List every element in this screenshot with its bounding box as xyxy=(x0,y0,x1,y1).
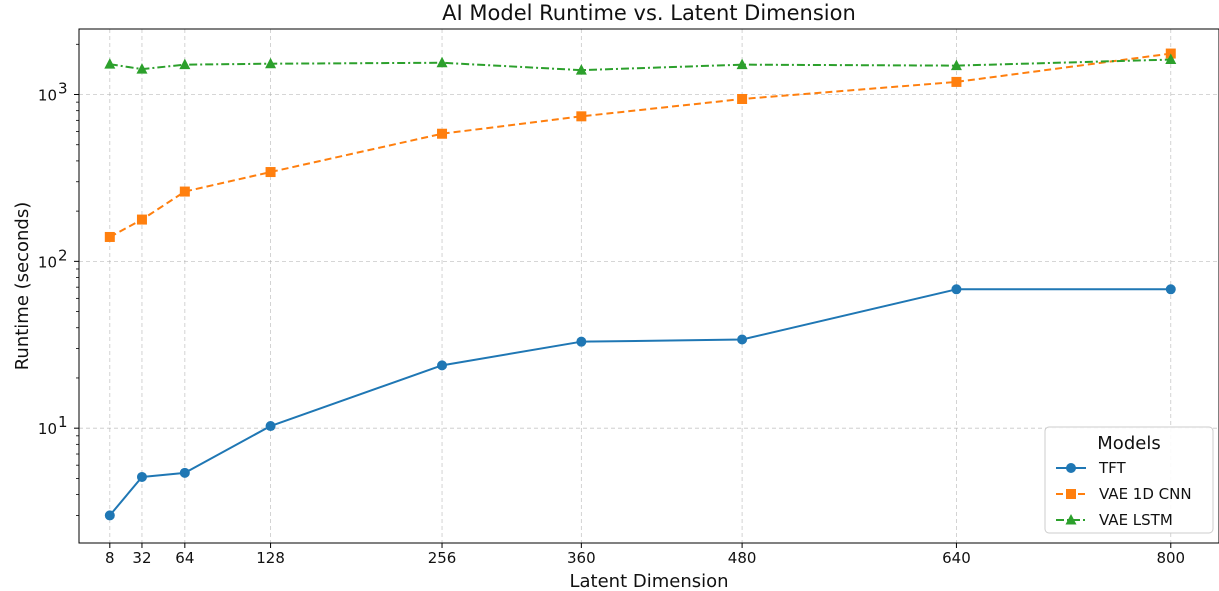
data-point xyxy=(951,76,962,87)
legend-marker xyxy=(1066,489,1076,499)
data-point xyxy=(104,231,115,242)
data-point xyxy=(951,284,962,295)
data-point xyxy=(1165,48,1176,59)
legend: Models TFT VAE 1D CNN VAE LSTM xyxy=(1044,426,1214,534)
data-point xyxy=(437,360,448,371)
data-point xyxy=(736,58,748,70)
data-point xyxy=(136,63,148,74)
series-layer xyxy=(104,48,1177,521)
series-line xyxy=(109,52,1171,238)
data-point xyxy=(265,421,276,432)
x-tick-label: 800 xyxy=(1156,549,1185,567)
data-point xyxy=(1165,53,1177,65)
x-axis-label: Latent Dimension xyxy=(569,571,728,591)
legend-label: TFT xyxy=(1098,459,1127,477)
data-point xyxy=(737,93,748,104)
data-point xyxy=(179,186,190,197)
y-tick-exponent: 3 xyxy=(58,80,68,98)
data-point xyxy=(265,167,276,178)
data-point xyxy=(737,334,748,345)
legend-item: TFT xyxy=(1056,459,1127,477)
data-point xyxy=(179,467,190,478)
legend-marker xyxy=(1065,514,1077,525)
legend-item: VAE LSTM xyxy=(1056,511,1173,529)
legend-title: Models xyxy=(1097,433,1160,454)
data-point xyxy=(437,128,448,139)
data-point xyxy=(576,336,587,347)
x-tick-label: 480 xyxy=(728,549,757,567)
legend-label: VAE LSTM xyxy=(1099,511,1173,529)
x-tick-label: 360 xyxy=(567,549,596,567)
legend-item: VAE 1D CNN xyxy=(1056,485,1192,503)
plot-frame xyxy=(78,28,1219,544)
data-point xyxy=(436,56,448,68)
data-point xyxy=(265,57,277,69)
legend-box xyxy=(1044,426,1214,534)
data-point xyxy=(950,59,962,71)
series-vae-1d-cnn xyxy=(104,48,1176,242)
x-tick-label: 128 xyxy=(256,549,285,567)
data-point xyxy=(179,58,191,70)
x-tick-label: 32 xyxy=(132,549,151,567)
y-tick-exponent: 2 xyxy=(58,246,68,264)
data-point xyxy=(104,510,115,521)
data-point xyxy=(104,58,116,69)
chart-title: AI Model Runtime vs. Latent Dimension xyxy=(442,1,856,25)
legend-marker xyxy=(1066,463,1076,473)
data-point xyxy=(136,214,147,225)
data-point xyxy=(576,111,587,122)
x-tick-label: 64 xyxy=(175,549,194,567)
x-tick-label: 8 xyxy=(105,549,115,567)
series-tft xyxy=(104,284,1176,521)
y-tick-label: 10 xyxy=(38,87,57,105)
series-vae-lstm xyxy=(104,53,1177,75)
legend-items: TFT VAE 1D CNN VAE LSTM xyxy=(1056,459,1192,529)
data-point xyxy=(1165,284,1176,295)
data-point xyxy=(136,471,147,482)
x-tick-label: 256 xyxy=(428,549,457,567)
y-tick-label: 10 xyxy=(38,253,57,271)
y-tick-exponent: 1 xyxy=(58,413,68,431)
y-tick-label: 10 xyxy=(38,420,57,438)
y-axis-label: Runtime (seconds) xyxy=(12,202,33,371)
x-tick-label: 640 xyxy=(942,549,971,567)
legend-label: VAE 1D CNN xyxy=(1099,485,1192,503)
data-point xyxy=(575,64,587,75)
